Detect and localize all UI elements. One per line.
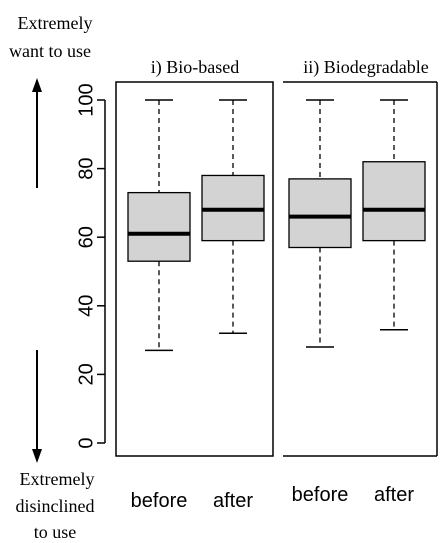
panel1-title: i) Bio-based (151, 57, 239, 78)
panel2-category-before: before (292, 484, 349, 506)
down-arrow (32, 350, 42, 463)
panel2-before-box (288, 99, 352, 348)
bottom-annotation-line2: disinclined (16, 496, 95, 516)
y-tick-label-100: 100 (75, 83, 97, 116)
y-tick-label-20: 20 (75, 363, 97, 385)
bottom-annotation-line1: Extremely (20, 469, 95, 489)
up-arrow (32, 78, 42, 188)
panel2-boxes (288, 99, 426, 348)
panel1-before-box (127, 99, 191, 352)
panel2-title: ii) Biodegradable (303, 57, 428, 78)
y-tick-label-0: 0 (75, 437, 97, 448)
y-tick-label-60: 60 (75, 226, 97, 248)
panel2-category-after: after (374, 484, 414, 506)
panel2-after-box (362, 99, 426, 331)
panel1-boxes (127, 99, 265, 352)
panel1-frame (115, 81, 274, 457)
bottom-annotation-line3: to use (34, 522, 77, 542)
panel2-before-iqr-box (288, 178, 352, 249)
top-annotation-line2: want to use (9, 41, 91, 61)
panel1-after-box (201, 99, 265, 334)
panel1-category-before: before (131, 490, 188, 512)
panel2-after-iqr-box (362, 161, 426, 242)
top-annotation-line1: Extremely (18, 13, 93, 33)
panel1-before-iqr-box (127, 191, 191, 262)
y-tick-label-40: 40 (75, 295, 97, 317)
y-tick-label-80: 80 (75, 157, 97, 179)
y-axis: 0 20 40 60 80 100 (75, 83, 106, 449)
top-annotation: Extremely want to use (9, 13, 92, 61)
bottom-annotation: Extremely disinclined to use (16, 469, 95, 542)
panel1-category-after: after (213, 490, 253, 512)
